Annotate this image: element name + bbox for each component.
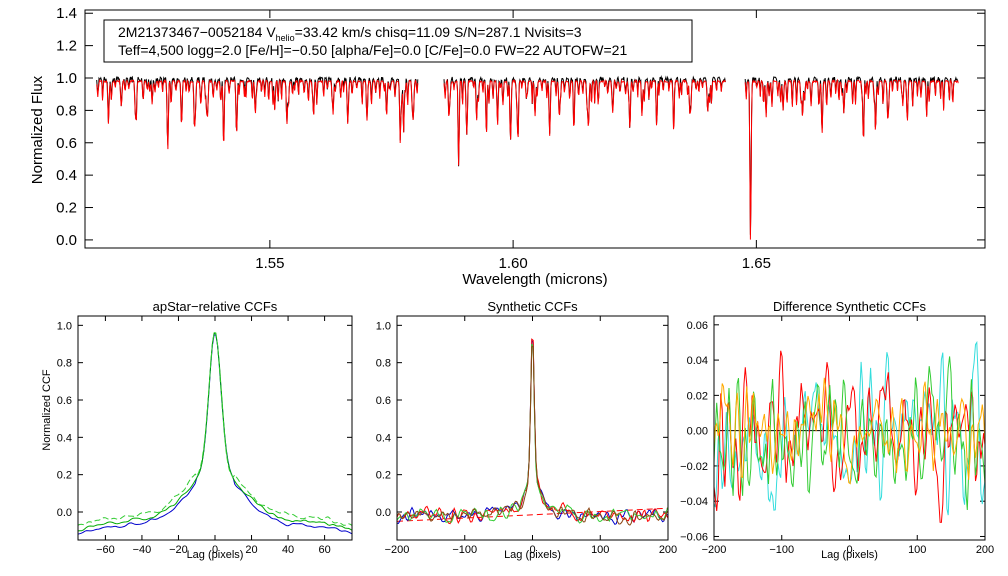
difference-ccf-line-4 — [714, 377, 985, 485]
x-axis-label: Lag (pixels) — [187, 549, 244, 561]
x-tick-label: −200 — [702, 544, 727, 556]
synthetic_ccf-panel: −200 −100 0 100 200 0.0 0.2 0.4 0.6 0.8 1.0 Synthet… — [376, 299, 677, 561]
difference-ccf-line-1 — [714, 340, 985, 516]
synthetic-spectrum-line — [96, 78, 419, 150]
y-tick-label: 0.8 — [57, 358, 72, 370]
y-tick-label: 0.8 — [56, 102, 77, 119]
difference_ccf-panel: −200 −100 0 100 200 −0.06 −0.04 −0.02 0.00 0.02 0.… — [680, 299, 994, 561]
y-tick-label: 0.4 — [376, 432, 391, 444]
synthetic-spectrum-line — [744, 78, 959, 240]
x-tick-label: −200 — [385, 544, 410, 556]
ccf-line-3 — [78, 331, 352, 526]
apstar_ccf-panel: −60 −40 −20 0 20 40 60 0.0 0.2 0.4 0.6 0.8 1.0 apStar… — [41, 299, 353, 561]
y-tick-label: 0.02 — [687, 390, 708, 402]
difference-ccf-line-2 — [714, 350, 985, 523]
x-tick-label: −100 — [769, 544, 794, 556]
plot-frame — [713, 315, 986, 541]
x-tick-label: −40 — [133, 544, 152, 556]
ccf-line-2 — [78, 332, 352, 532]
y-tick-label: 0.4 — [56, 167, 77, 184]
star-id: 2M21373467−0052184 — [118, 24, 266, 40]
x-tick-label: −60 — [96, 544, 115, 556]
vhelio-label: V — [266, 24, 276, 40]
y-tick-label: 0.4 — [57, 432, 72, 444]
plot-frame — [84, 9, 986, 249]
y-tick-label: 0.6 — [57, 395, 72, 407]
y-tick-label: 1.4 — [56, 5, 77, 22]
x-tick-label: 40 — [282, 544, 294, 556]
synthetic-ccf-line-2 — [397, 338, 668, 525]
synthetic-ccf-line-3 — [397, 343, 668, 524]
spectrum-panel: 1.55 1.60 1.65 0.0 0.2 0.4 0.6 0.8 1.0 1.2 1.4 Wave… — [29, 5, 986, 288]
panel-title: Difference Synthetic CCFs — [773, 299, 926, 314]
y-tick-label: 0.8 — [376, 358, 391, 370]
panel-title: Synthetic CCFs — [487, 299, 578, 314]
synthetic-ccf-line-1 — [397, 339, 668, 526]
plot-frame — [77, 315, 353, 541]
x-axis-label: Lag (pixels) — [821, 549, 878, 561]
panel-title: apStar−relative CCFs — [153, 299, 278, 314]
spectrum-chip — [96, 75, 419, 150]
x-tick-label: 200 — [659, 544, 677, 556]
y-tick-label: 1.0 — [56, 70, 77, 87]
x-tick-label: 1.55 — [255, 255, 284, 272]
y-tick-label: 0.00 — [687, 426, 708, 438]
annotation-box — [103, 19, 693, 63]
y-tick-label: 1.2 — [56, 38, 77, 55]
y-tick-label: 0.0 — [57, 507, 72, 519]
y-tick-label: 0.6 — [376, 395, 391, 407]
annotation-line-1: 2M21373467−0052184 Vhelio=33.42 km/s chi… — [118, 24, 582, 43]
y-tick-label: 0.0 — [56, 232, 77, 249]
x-tick-label: 0 — [846, 544, 852, 556]
spectrum-chip — [443, 75, 726, 167]
x-tick-label: 100 — [591, 544, 609, 556]
x-tick-label: −20 — [169, 544, 188, 556]
annotation-line-2: Teff=4,500 logg=2.0 [Fe/H]=−0.50 [alpha/… — [118, 42, 627, 58]
x-axis-label: Wavelength (microns) — [462, 271, 607, 288]
y-tick-label: 0.2 — [57, 470, 72, 482]
y-axis-label: Normalized Flux — [29, 75, 46, 184]
y-tick-label: −0.04 — [680, 496, 708, 508]
y-tick-label: 0.6 — [56, 135, 77, 152]
x-tick-label: 60 — [318, 544, 330, 556]
ccf-line-1 — [78, 334, 352, 535]
x-tick-label: 1.60 — [499, 255, 528, 272]
x-tick-label: 200 — [976, 544, 994, 556]
x-tick-label: 0 — [529, 544, 535, 556]
y-tick-label: 0.2 — [56, 200, 77, 217]
x-tick-label: 20 — [245, 544, 257, 556]
y-tick-label: 1.0 — [57, 320, 72, 332]
difference-ccf-line-3 — [714, 356, 985, 511]
x-tick-label: 1.65 — [742, 255, 771, 272]
y-tick-label: −0.02 — [680, 461, 708, 473]
y-tick-label: 1.0 — [376, 320, 391, 332]
x-axis-label: Lag (pixels) — [504, 549, 561, 561]
y-tick-label: −0.06 — [680, 531, 708, 543]
y-tick-label: 0.0 — [376, 507, 391, 519]
y-tick-label: 0.06 — [687, 320, 708, 332]
x-tick-label: −100 — [452, 544, 477, 556]
fit-stats: chisq=11.09 S/N=287.1 Nvisits=3 — [375, 24, 582, 40]
x-tick-label: 100 — [908, 544, 926, 556]
synthetic-ccf-line-4 — [397, 345, 668, 526]
plot-frame — [396, 315, 669, 541]
y-tick-label: 0.04 — [687, 355, 708, 367]
synthetic-spectrum-line — [443, 78, 726, 166]
vhelio-value: =33.42 km/s — [295, 24, 376, 40]
reference-line — [397, 507, 668, 522]
y-tick-label: 0.2 — [376, 470, 391, 482]
vhelio-sub: helio — [276, 33, 295, 43]
x-tick-label: 0 — [212, 544, 218, 556]
y-axis-label: Normalized CCF — [41, 369, 53, 451]
spectrum-chip — [744, 75, 959, 240]
